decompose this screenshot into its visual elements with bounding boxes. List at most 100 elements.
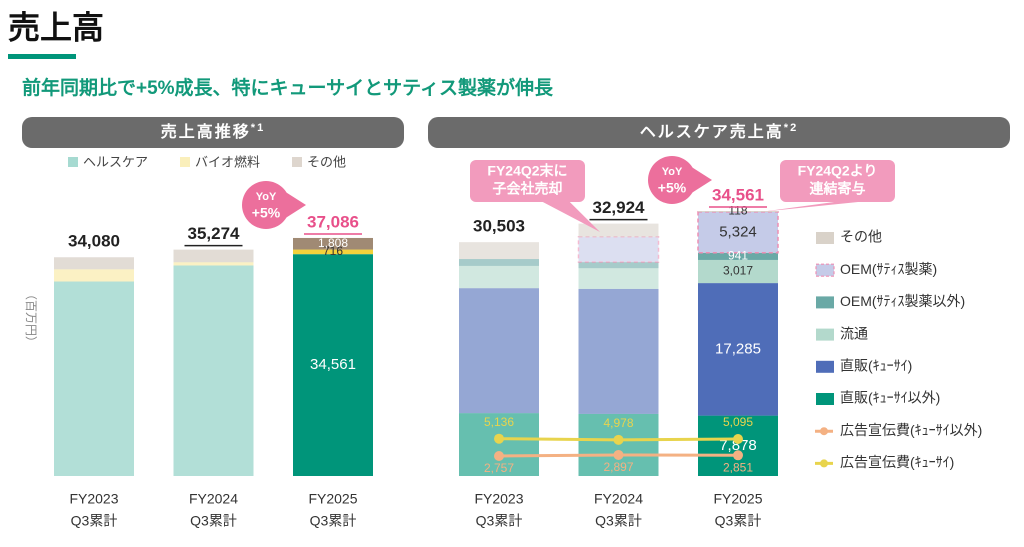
line-value-label: 5,136 (484, 415, 514, 429)
legend-label: 広告宣伝費(ｷｭｰｻｲ以外) (840, 422, 982, 438)
legend-label: OEM(ｻﾃｨｽ製薬以外) (840, 293, 965, 309)
callout-text: 子会社売却 (493, 181, 563, 197)
bar-segment (54, 269, 134, 282)
value-label: 7,878 (719, 437, 757, 454)
bar-segment (578, 413, 659, 476)
value-label: 118 (728, 204, 747, 218)
x-tick-sublabel: Q3累計 (595, 513, 642, 529)
panel-title-note: *2 (784, 122, 798, 134)
legend-dot (820, 459, 828, 468)
line-point (733, 450, 743, 461)
yoy-bubble (242, 181, 290, 229)
legend-label: 広告宣伝費(ｷｭｰｻｲ) (840, 454, 954, 470)
callout-text: 連結寄与 (810, 181, 866, 197)
bar-segment (698, 259, 778, 284)
value-label: 34,561 (310, 356, 356, 373)
panel-title-text: 売上高推移 (161, 122, 251, 141)
legend-label: 流通 (840, 325, 868, 341)
yoy-text: +5% (658, 180, 687, 196)
slide-subtitle: 前年同期比で+5%成長、特にキューサイとサティス製薬が伸長 (22, 76, 554, 99)
bar-segment (459, 265, 539, 289)
bar-segment (459, 288, 539, 414)
callout-text: FY24Q2より (798, 163, 878, 179)
bar-segment (459, 413, 539, 476)
legend-swatch (816, 393, 834, 405)
total-label: 34,080 (68, 232, 120, 251)
total-label: 37,086 (307, 212, 359, 231)
slide-title: 売上高 (8, 9, 104, 45)
bar-segment (698, 415, 778, 476)
legend-label: 直販(ｷｭｰｻｲ) (840, 358, 912, 374)
value-label: 1,808 (318, 236, 348, 250)
x-tick-sublabel: Q3累計 (190, 513, 237, 529)
bar-segment (173, 249, 254, 263)
x-tick-sublabel: Q3累計 (715, 513, 762, 529)
x-tick-sublabel: Q3累計 (71, 513, 118, 529)
legend-swatch (815, 263, 835, 277)
value-label: 941 (728, 249, 748, 263)
x-tick-label: FY2024 (594, 491, 643, 507)
panel-title-note: *1 (251, 122, 265, 134)
callout-text: FY24Q2末に (487, 163, 567, 179)
callout-box (470, 160, 585, 202)
bar-segment (697, 211, 779, 254)
legend-swatch (180, 157, 190, 167)
panel-title-text: ヘルスケア売上高 (640, 122, 784, 141)
line-value-label: 4,978 (603, 416, 633, 430)
callout-pointer (539, 200, 600, 232)
legend-swatch (816, 296, 834, 309)
line-value-label: 2,757 (484, 461, 514, 475)
legend-swatch (292, 157, 302, 167)
line-point (733, 433, 743, 444)
yoy-arrow (284, 191, 306, 219)
legend-label: ヘルスケア (83, 154, 148, 169)
bar-segment (293, 237, 373, 250)
title-underline (8, 54, 76, 59)
bar-segment (173, 262, 254, 266)
total-label: 34,561 (712, 186, 764, 205)
bar-segment (578, 262, 659, 269)
legend-swatch (816, 328, 834, 341)
x-tick-sublabel: Q3累計 (310, 513, 357, 529)
bar-segment (578, 223, 659, 237)
bar-segment (698, 283, 778, 416)
bar-segment (293, 254, 373, 476)
bar-segment (54, 257, 134, 270)
x-tick-label: FY2024 (189, 491, 238, 507)
bar-segment (173, 265, 254, 476)
legend-label: 直販(ｷｭｰｻｲ以外) (840, 390, 940, 406)
bar-segment (459, 242, 539, 260)
x-tick-label: FY2023 (474, 491, 523, 507)
value-label: 3,017 (723, 264, 753, 278)
x-tick-label: FY2023 (69, 491, 118, 507)
legend-swatch (816, 232, 834, 244)
value-label: 5,324 (719, 223, 757, 240)
x-tick-label: FY2025 (308, 491, 357, 507)
yoy-text: +5% (252, 205, 281, 221)
legend-swatch (68, 157, 78, 167)
legend-label: OEM(ｻﾃｨｽ製薬) (840, 261, 937, 277)
bar-segment (459, 259, 539, 266)
total-label: 30,503 (473, 217, 525, 236)
line-point (494, 433, 504, 444)
legend-label: その他 (307, 154, 346, 169)
panel-header (428, 117, 1010, 148)
legend-label: その他 (840, 229, 882, 245)
yoy-arrow (690, 166, 712, 194)
x-tick-sublabel: Q3累計 (476, 513, 523, 529)
bar-segment (578, 268, 659, 289)
x-tick-label: FY2025 (713, 491, 762, 507)
y-axis-label: （百万円） (24, 288, 38, 348)
bar-segment (293, 249, 373, 255)
line-point (613, 449, 624, 460)
legend-swatch (816, 360, 834, 373)
value-label: 17,285 (715, 340, 761, 357)
bar-segment (698, 252, 778, 260)
line-point (613, 434, 624, 445)
bar-segment (698, 211, 778, 212)
bar-segment (577, 236, 660, 263)
total-label: 35,274 (188, 224, 241, 243)
